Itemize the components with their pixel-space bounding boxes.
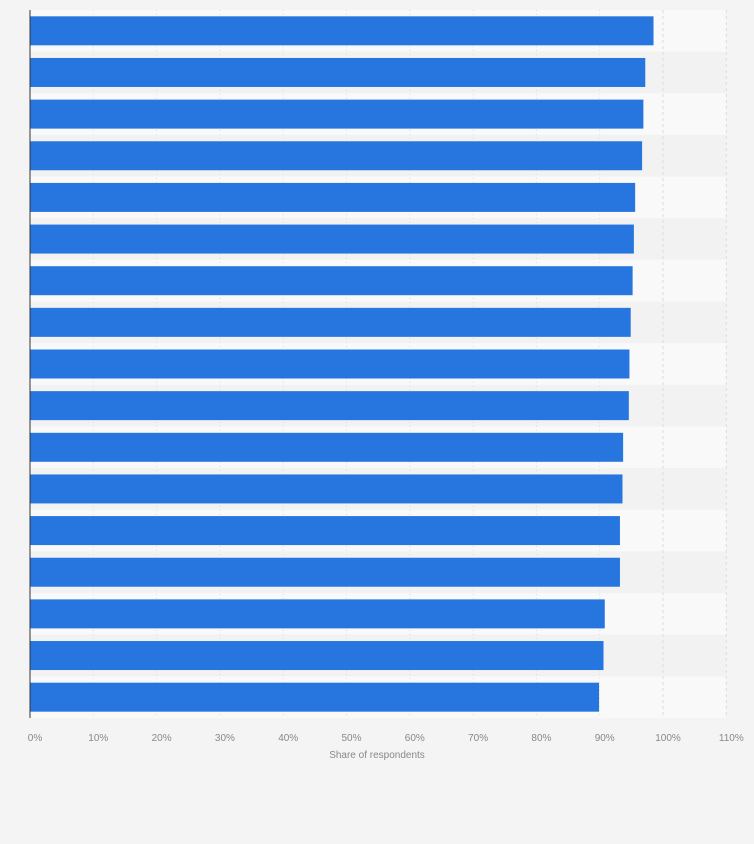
x-tick-label: 60% — [405, 733, 425, 744]
x-tick-label: 90% — [595, 733, 615, 744]
bar[interactable] — [30, 474, 623, 504]
bar[interactable] — [30, 57, 646, 87]
x-tick-label: 30% — [215, 733, 235, 744]
bar[interactable] — [30, 432, 624, 462]
bar[interactable] — [30, 224, 634, 254]
bar[interactable] — [30, 307, 631, 337]
bar[interactable] — [30, 641, 604, 671]
bar[interactable] — [30, 141, 643, 171]
x-axis-label: Share of respondents — [329, 750, 425, 761]
x-tick-label: 110% — [719, 733, 744, 744]
x-tick-labels: 0% 10% 20% 30% 40% 50% 60% 70% 80% 90% 100% 110% — [28, 733, 744, 744]
x-tick-label: 80% — [531, 733, 551, 744]
bar[interactable] — [30, 16, 654, 46]
x-tick-label: 50% — [341, 733, 361, 744]
x-tick-label: 10% — [88, 733, 108, 744]
bar[interactable] — [30, 557, 620, 587]
x-tick-label: 40% — [278, 733, 298, 744]
bar[interactable] — [30, 99, 644, 129]
x-tick-label: 0% — [28, 733, 43, 744]
x-tick-label: 70% — [468, 733, 488, 744]
bar[interactable] — [30, 349, 630, 379]
x-tick-label: 100% — [655, 733, 681, 744]
bar[interactable] — [30, 682, 600, 712]
bar[interactable] — [30, 516, 620, 546]
bar[interactable] — [30, 182, 636, 212]
bars — [30, 16, 654, 712]
bar[interactable] — [30, 599, 605, 629]
x-tick-label: 20% — [152, 733, 172, 744]
bar[interactable] — [30, 266, 633, 296]
gridlines — [92, 10, 727, 718]
bar[interactable] — [30, 391, 629, 421]
